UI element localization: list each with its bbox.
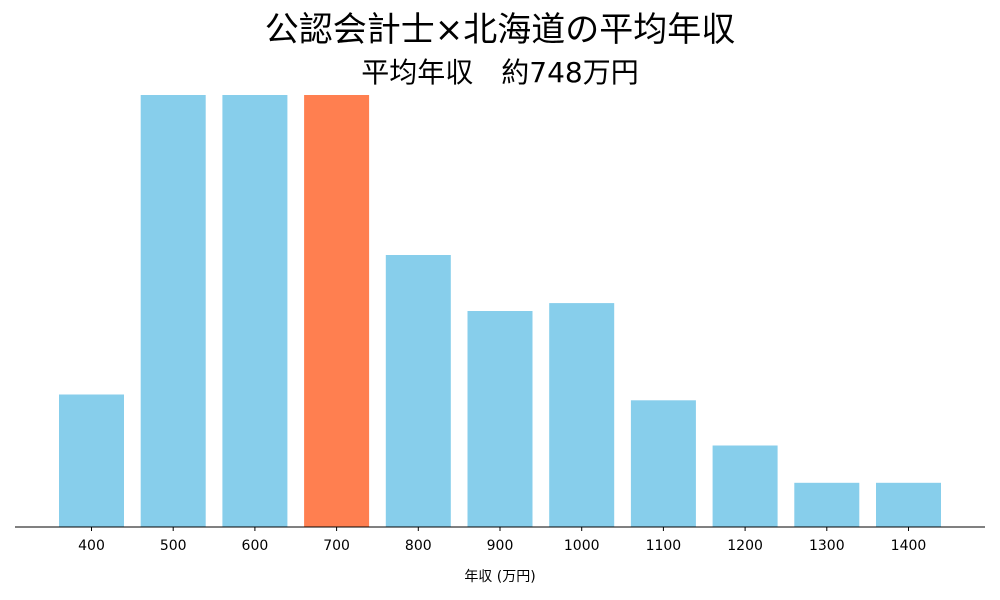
bar-1200 — [712, 445, 778, 527]
bar-800 — [385, 255, 451, 527]
x-tick-label-500: 500 — [160, 538, 187, 554]
x-tick-label-1300: 1300 — [809, 538, 845, 554]
bar-1000 — [549, 303, 615, 527]
x-tick-label-1100: 1100 — [646, 538, 682, 554]
x-tick-label-800: 800 — [405, 538, 432, 554]
bar-900 — [467, 311, 533, 527]
bar-700 — [304, 95, 370, 527]
bar-500 — [140, 95, 206, 527]
x-tick-label-1000: 1000 — [564, 538, 600, 554]
bar-1100 — [630, 400, 696, 527]
x-tick-label-700: 700 — [323, 538, 350, 554]
bar-400 — [59, 394, 124, 527]
x-tick-label-600: 600 — [242, 538, 269, 554]
bars-group — [59, 95, 941, 527]
bar-1400 — [876, 482, 941, 527]
x-axis-label: 年収 (万円) — [464, 569, 535, 585]
x-tick-label-400: 400 — [78, 538, 105, 554]
x-tick-label-900: 900 — [487, 538, 514, 554]
bar-600 — [222, 95, 288, 527]
x-tick-label-1200: 1200 — [727, 538, 763, 554]
x-axis-ticks: 400 500 600 700 800 900 1000 1100 1200 1300 1400 — [78, 527, 926, 554]
chart-subtitle: 平均年収 約748万円 — [361, 56, 639, 89]
x-tick-label-1400: 1400 — [891, 538, 927, 554]
bar-1300 — [794, 482, 860, 527]
chart-title: 公認会計士×北海道の平均年収 — [264, 10, 736, 50]
